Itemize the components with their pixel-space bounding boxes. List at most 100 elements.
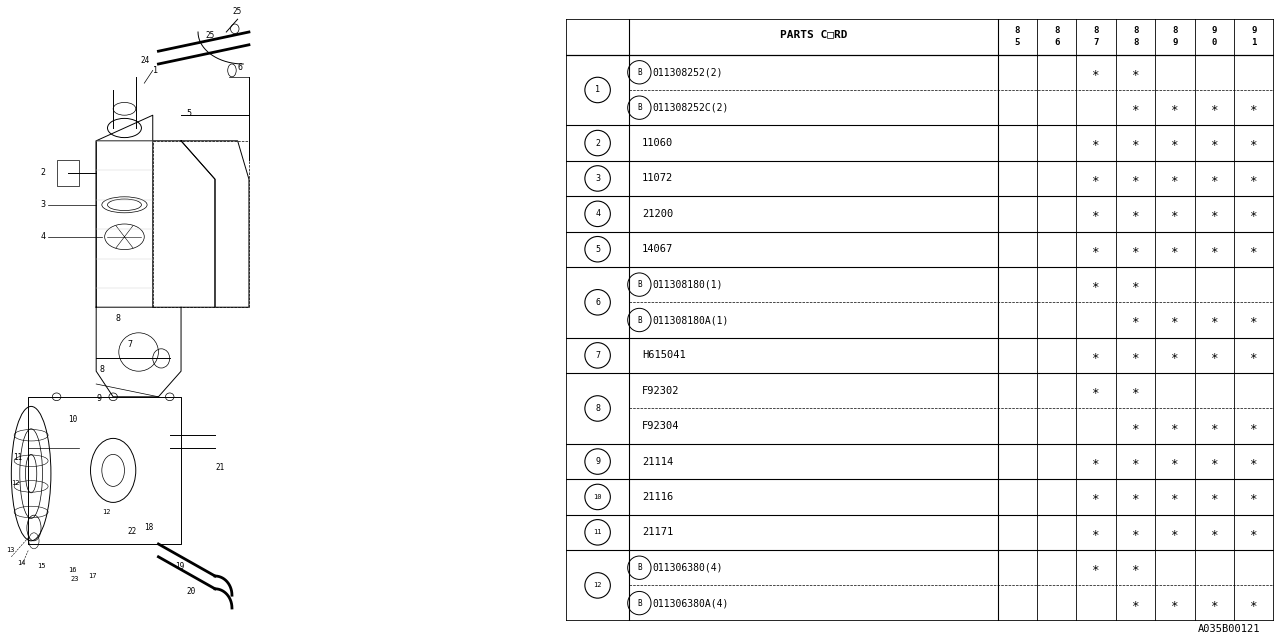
Text: ∗: ∗ <box>1092 207 1100 220</box>
Text: ∗: ∗ <box>1211 101 1219 114</box>
Text: 12: 12 <box>102 509 110 515</box>
Text: 9: 9 <box>1172 38 1178 47</box>
Text: 6: 6 <box>238 63 243 72</box>
Text: ∗: ∗ <box>1132 526 1139 539</box>
Text: 25: 25 <box>206 31 215 40</box>
Text: 21200: 21200 <box>643 209 673 219</box>
Text: ∗: ∗ <box>1132 384 1139 397</box>
Text: 9: 9 <box>595 457 600 466</box>
Text: 9: 9 <box>1212 26 1217 35</box>
Text: H615041: H615041 <box>643 350 686 360</box>
Text: ∗: ∗ <box>1211 172 1219 185</box>
Text: ∗: ∗ <box>1211 136 1219 150</box>
Text: 5: 5 <box>187 109 192 118</box>
Text: 2: 2 <box>40 168 45 177</box>
Text: 12: 12 <box>12 480 19 486</box>
Text: ∗: ∗ <box>1132 243 1139 256</box>
Text: ∗: ∗ <box>1132 207 1139 220</box>
Text: 6: 6 <box>1053 38 1060 47</box>
Text: ∗: ∗ <box>1171 596 1179 610</box>
Text: 14067: 14067 <box>643 244 673 254</box>
Text: ∗: ∗ <box>1251 243 1258 256</box>
Text: ∗: ∗ <box>1251 526 1258 539</box>
Text: ∗: ∗ <box>1132 66 1139 79</box>
Text: ∗: ∗ <box>1092 278 1100 291</box>
Text: 9: 9 <box>96 394 101 403</box>
Text: 10: 10 <box>68 415 77 424</box>
Text: ∗: ∗ <box>1132 561 1139 574</box>
Text: ∗: ∗ <box>1092 243 1100 256</box>
Text: ∗: ∗ <box>1092 384 1100 397</box>
Text: ∗: ∗ <box>1171 349 1179 362</box>
Bar <box>56 160 79 186</box>
Text: ∗: ∗ <box>1132 596 1139 610</box>
Text: ∗: ∗ <box>1092 526 1100 539</box>
Text: ∗: ∗ <box>1251 349 1258 362</box>
Text: ∗: ∗ <box>1092 172 1100 185</box>
Text: 4: 4 <box>40 232 45 241</box>
Text: ∗: ∗ <box>1171 490 1179 504</box>
Text: ∗: ∗ <box>1251 207 1258 220</box>
Text: ∗: ∗ <box>1251 420 1258 433</box>
Text: PARTS C□RD: PARTS C□RD <box>780 29 847 39</box>
Text: ∗: ∗ <box>1211 420 1219 433</box>
Text: 18: 18 <box>145 524 154 532</box>
Text: ∗: ∗ <box>1132 349 1139 362</box>
Text: ∗: ∗ <box>1251 455 1258 468</box>
Text: 12: 12 <box>594 582 602 588</box>
Text: 2: 2 <box>595 138 600 148</box>
Text: ∗: ∗ <box>1171 101 1179 114</box>
Text: 1: 1 <box>595 86 600 95</box>
Text: 8: 8 <box>1015 26 1020 35</box>
Text: 7: 7 <box>1093 38 1098 47</box>
Text: ∗: ∗ <box>1171 172 1179 185</box>
Text: 13: 13 <box>5 547 14 554</box>
Text: F92304: F92304 <box>643 421 680 431</box>
Text: 24: 24 <box>141 56 150 65</box>
Text: 11072: 11072 <box>643 173 673 184</box>
Text: 3: 3 <box>595 174 600 183</box>
Text: ∗: ∗ <box>1211 207 1219 220</box>
Text: ∗: ∗ <box>1092 561 1100 574</box>
Text: 11: 11 <box>13 453 23 462</box>
Text: 21: 21 <box>215 463 224 472</box>
Text: 5: 5 <box>595 244 600 253</box>
Text: 8: 8 <box>116 314 122 323</box>
Text: 011306380(4): 011306380(4) <box>652 563 723 573</box>
Text: ∗: ∗ <box>1211 596 1219 610</box>
Text: ∗: ∗ <box>1211 455 1219 468</box>
Text: ∗: ∗ <box>1251 136 1258 150</box>
Text: 8: 8 <box>1093 26 1098 35</box>
Text: ∗: ∗ <box>1092 490 1100 504</box>
Text: ∗: ∗ <box>1251 490 1258 504</box>
Text: B: B <box>637 563 641 572</box>
Text: ∗: ∗ <box>1132 314 1139 326</box>
Text: ∗: ∗ <box>1092 455 1100 468</box>
Text: 0: 0 <box>1212 38 1217 47</box>
Text: 23: 23 <box>70 576 79 582</box>
Text: 25: 25 <box>232 7 241 16</box>
Text: 011308180A(1): 011308180A(1) <box>652 315 728 325</box>
Text: 1: 1 <box>152 66 157 75</box>
Text: ∗: ∗ <box>1171 526 1179 539</box>
Text: 11: 11 <box>594 529 602 535</box>
Text: 6: 6 <box>595 298 600 307</box>
Text: 4: 4 <box>595 209 600 218</box>
Text: ∗: ∗ <box>1132 278 1139 291</box>
Text: ∗: ∗ <box>1132 101 1139 114</box>
Text: 11060: 11060 <box>643 138 673 148</box>
Text: ∗: ∗ <box>1132 172 1139 185</box>
Text: ∗: ∗ <box>1171 455 1179 468</box>
Text: ∗: ∗ <box>1211 314 1219 326</box>
Text: ∗: ∗ <box>1171 243 1179 256</box>
Text: ∗: ∗ <box>1211 490 1219 504</box>
Text: 8: 8 <box>99 365 104 374</box>
Text: 8: 8 <box>1053 26 1060 35</box>
Text: F92302: F92302 <box>643 386 680 396</box>
Text: 17: 17 <box>88 573 96 579</box>
Text: 8: 8 <box>1133 38 1138 47</box>
Text: 10: 10 <box>594 494 602 500</box>
Text: 16: 16 <box>68 566 77 573</box>
Text: 5: 5 <box>1015 38 1020 47</box>
Text: ∗: ∗ <box>1132 136 1139 150</box>
